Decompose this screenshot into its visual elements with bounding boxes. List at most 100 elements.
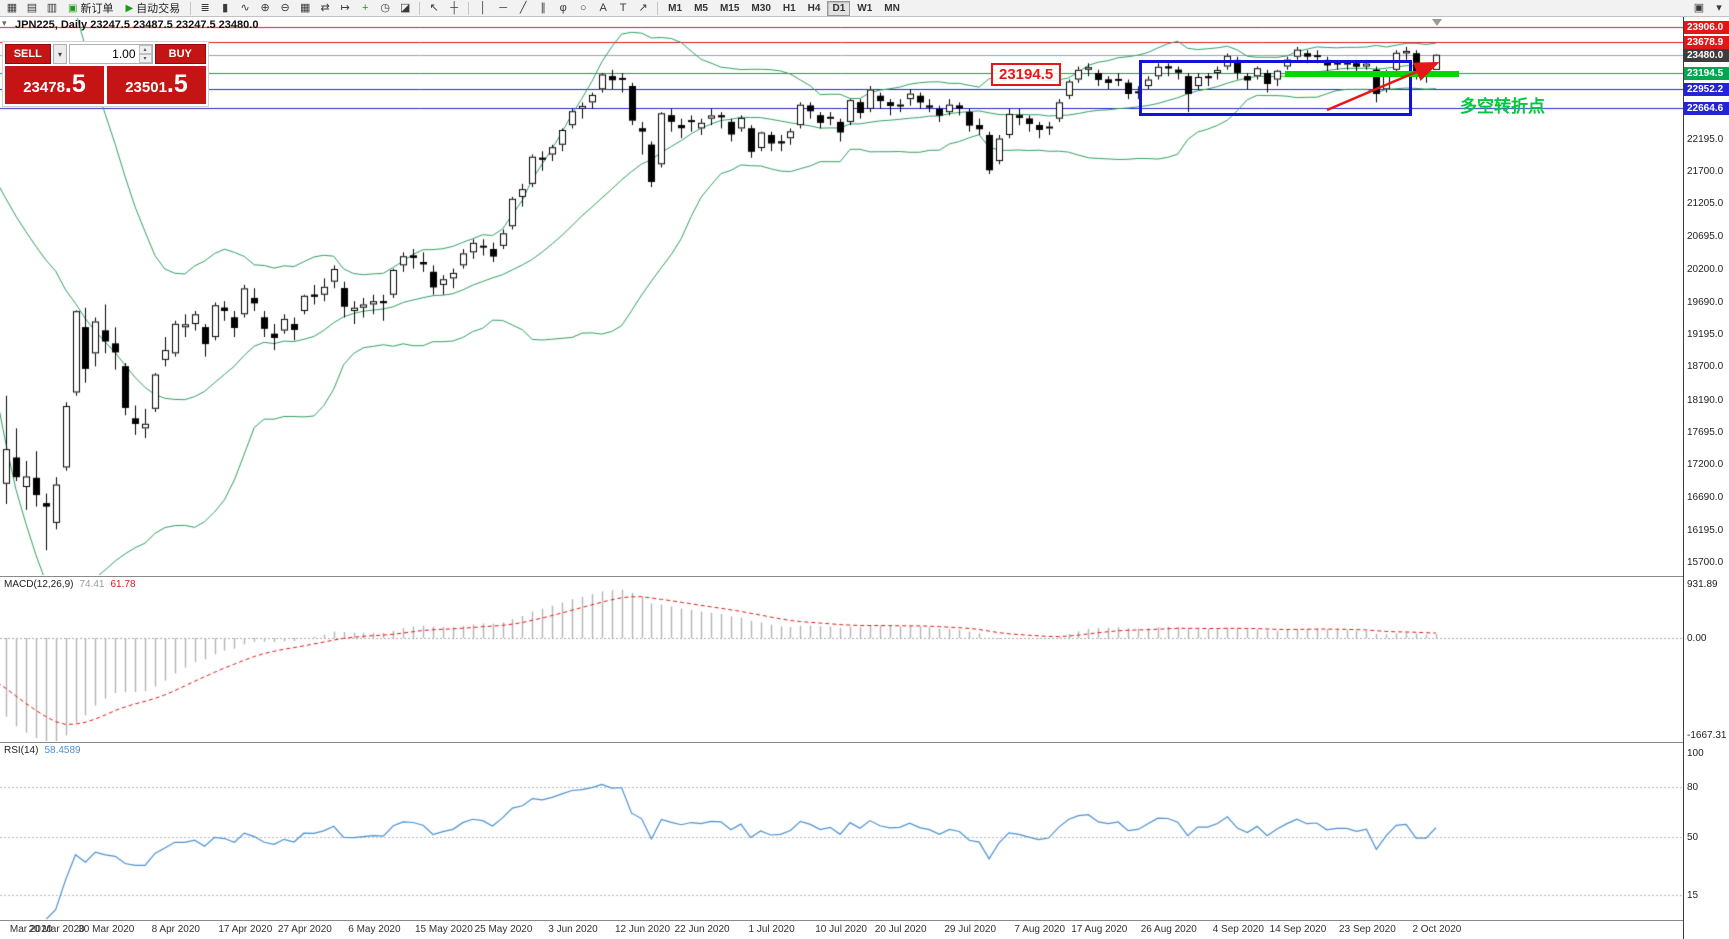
time-label: 17 Aug 2020 (1071, 924, 1128, 935)
time-label: 27 Apr 2020 (277, 924, 332, 935)
toolbar-menu-button[interactable]: ▾ (1709, 1, 1729, 16)
buy-button[interactable]: BUY (154, 44, 206, 64)
price-tick: 22195.0 (1687, 133, 1724, 145)
volume-input[interactable] (70, 45, 152, 63)
timeframe-m30-button[interactable]: M30 (746, 1, 775, 16)
price-axis[interactable]: 22195.0 21700.0 21205.0 20695.0 20200.0 19690… (1684, 17, 1729, 939)
chart-shift-button[interactable]: ↦ (335, 1, 355, 16)
time-label: 15 May 2020 (414, 924, 473, 935)
price-tag: 22952.2 (1684, 83, 1729, 97)
trendline-icon: ╱ (519, 1, 527, 14)
line-chart-icon: ∿ (240, 1, 250, 14)
buy-price[interactable]: 23501.5 (107, 66, 206, 104)
symbol-period-label: JPN225, Daily (15, 19, 88, 31)
price-tick: 18700.0 (1687, 361, 1724, 373)
autotrade-label: 自动交易 (136, 3, 181, 15)
timeframe-d1-button[interactable]: D1 (827, 0, 851, 16)
indicators-button[interactable]: + (355, 1, 375, 16)
equidistant-channel-button[interactable]: ∥ (533, 1, 553, 16)
price-tick: 15700.0 (1687, 556, 1724, 568)
volume-increase-button[interactable]: ▴ (138, 45, 152, 54)
timeframe-h4-button[interactable]: H4 (803, 1, 826, 16)
horizontal-line-button[interactable]: ─ (493, 1, 513, 16)
text-button[interactable]: A (593, 1, 613, 16)
price-tick: 19195.0 (1687, 329, 1724, 341)
shapes-icon: ○ (579, 1, 587, 14)
new-chart-icon: ▦ (6, 1, 18, 14)
macd-pane-divider[interactable] (0, 576, 1729, 577)
consolidation-rectangle-annotation[interactable] (1139, 60, 1412, 116)
equidistant-channel-icon: ∥ (540, 1, 546, 14)
autotrade-button[interactable]: ▶ 自动交易 (119, 1, 186, 16)
one-click-trading-panel: SELL ▾ ▴ ▾ BUY 23478.5 23501.5 (2, 41, 209, 107)
timeframe-mn-button[interactable]: MN (879, 1, 905, 16)
price-tag: 23194.5 (1684, 67, 1729, 81)
time-label: 25 May 2020 (474, 924, 533, 935)
one-click-toggle-button[interactable]: ▾ (2, 18, 7, 28)
cursor-button[interactable]: ↖ (424, 1, 444, 16)
turning-point-text[interactable]: 多空转折点 (1460, 97, 1545, 116)
time-label: Mar 2020 (9, 924, 53, 935)
file-toolbar-group: ▦ ▤ ▥ (2, 1, 62, 16)
chart-header: JPN225, Daily 23247.5 23487.5 23247.5 23… (15, 19, 258, 31)
timeframe-w1-button[interactable]: W1 (852, 1, 877, 16)
order-options-dropdown[interactable]: ▾ (52, 44, 68, 64)
time-axis[interactable]: Mar 2020 20 Mar 2020 30 Mar 2020 8 Apr 2020… (0, 921, 1683, 939)
price-tick: 20200.0 (1687, 263, 1724, 275)
toolbar-separator (190, 1, 192, 15)
new-order-button[interactable]: ▣ 新订单 (62, 1, 119, 16)
bar-chart-icon: ≣ (200, 1, 210, 14)
time-label: 26 Aug 2020 (1140, 924, 1197, 935)
price-tag: 22664.6 (1684, 101, 1729, 115)
key-level-price-label[interactable]: 23194.5 (991, 63, 1062, 86)
price-tick: -1667.31 (1687, 730, 1727, 742)
fibonacci-button[interactable]: φ (553, 1, 573, 16)
bar-chart-button[interactable]: ≣ (195, 1, 215, 16)
tile-windows-button[interactable]: ▦ (295, 1, 315, 16)
profiles-button[interactable]: ▥ (42, 1, 62, 16)
price-tick: 21205.0 (1687, 198, 1724, 210)
templates-button[interactable]: ◪ (395, 1, 415, 16)
draw-toolbar-group: │ ─ ╱ ∥ φ ○ A T ↗ (473, 1, 653, 16)
toolbar-separator (419, 1, 421, 15)
price-tick: 931.89 (1687, 578, 1718, 590)
line-chart-button[interactable]: ∿ (235, 1, 255, 16)
cursor-icon: ↖ (429, 1, 439, 14)
periods-button[interactable]: ◷ (375, 1, 395, 16)
window-restore-button[interactable]: ▣ (1689, 1, 1709, 16)
vertical-line-button[interactable]: │ (473, 1, 493, 16)
timeframe-h1-button[interactable]: H1 (778, 1, 801, 16)
volume-decrease-button[interactable]: ▾ (138, 54, 152, 63)
key-level-thick-line-annotation[interactable] (1285, 71, 1459, 77)
shapes-button[interactable]: ○ (573, 1, 593, 16)
ohlc-values: 23247.5 23487.5 23247.5 23480.0 (90, 19, 259, 31)
zoom-in-button[interactable]: ⊕ (255, 1, 275, 16)
sell-price[interactable]: 23478.5 (5, 66, 104, 104)
zoom-out-button[interactable]: ⊖ (275, 1, 295, 16)
toolbar-separator (468, 1, 470, 15)
rsi-pane-divider[interactable] (0, 742, 1729, 743)
chart-shift-icon: ↦ (340, 1, 350, 14)
chart-shift-marker (1432, 19, 1442, 26)
sell-button[interactable]: SELL (5, 44, 51, 64)
crosshair-button[interactable]: ┼ (444, 1, 464, 16)
trend-arrow-annotation[interactable] (1320, 52, 1452, 114)
time-axis-divider (0, 920, 1729, 921)
trendline-button[interactable]: ╱ (513, 1, 533, 16)
time-label: 20 Jul 2020 (874, 924, 927, 935)
timeframe-m15-button[interactable]: M15 (715, 1, 744, 16)
timeframe-m5-button[interactable]: M5 (689, 1, 713, 16)
time-label: 20 Mar 2020 (28, 924, 85, 935)
chart-window-button[interactable]: ▤ (22, 1, 42, 16)
auto-scroll-button[interactable]: ⇄ (315, 1, 335, 16)
candlestick-chart-button[interactable]: ▮ (215, 1, 235, 16)
timeframe-m1-button[interactable]: M1 (663, 1, 687, 16)
toolbar-separator (657, 1, 659, 15)
price-tick: 80 (1687, 781, 1699, 793)
arrows-button[interactable]: ↗ (633, 1, 653, 16)
label-button[interactable]: T (613, 1, 633, 16)
new-chart-button[interactable]: ▦ (2, 1, 22, 16)
crosshair-icon: ┼ (450, 1, 459, 14)
horizontal-line-icon: ─ (499, 1, 508, 14)
